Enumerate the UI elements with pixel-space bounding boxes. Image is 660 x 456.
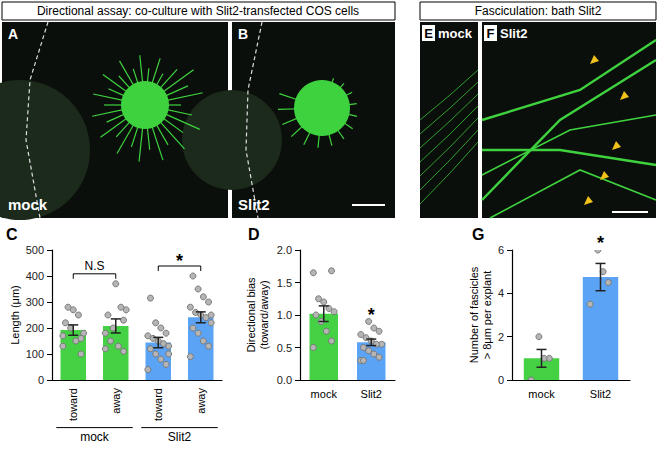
svg-text:Slit2: Slit2 [361,388,382,400]
svg-text:*: * [368,305,375,325]
svg-text:4: 4 [498,287,504,299]
svg-text:0: 0 [38,374,44,386]
svg-text:N.S: N.S [84,259,104,273]
svg-text:D: D [248,226,260,243]
svg-text:(toward/away): (toward/away) [258,280,270,349]
svg-text:away: away [110,388,122,414]
svg-text:500: 500 [26,244,44,256]
svg-text:Fasciculation: bath Slit2: Fasciculation: bath Slit2 [475,4,602,18]
svg-text:*: * [176,251,183,271]
svg-text:Slit2: Slit2 [500,26,527,41]
svg-text:G: G [472,226,484,243]
svg-text:*: * [597,233,604,253]
svg-text:F: F [487,26,495,41]
svg-text:mock: mock [8,196,48,213]
svg-text:C: C [6,226,18,243]
svg-text:6: 6 [498,244,504,256]
svg-text:400: 400 [26,270,44,282]
svg-text:toward: toward [152,388,164,421]
svg-text:2.0: 2.0 [277,244,292,256]
svg-text:Slit2: Slit2 [590,388,611,400]
svg-text:B: B [238,26,248,42]
svg-text:Slit2: Slit2 [238,196,270,213]
svg-text:Length (μm): Length (μm) [9,285,21,345]
svg-text:A: A [8,26,18,42]
svg-text:1.5: 1.5 [277,277,292,289]
svg-text:Directional assay: co-culture: Directional assay: co-culture with Slit2… [37,4,359,18]
svg-text:> 8μm per explant: > 8μm per explant [481,271,493,360]
svg-text:100: 100 [26,348,44,360]
svg-text:0.5: 0.5 [277,342,292,354]
svg-text:0.0: 0.0 [277,374,292,386]
svg-text:toward: toward [67,388,79,421]
svg-text:mock: mock [80,430,110,444]
svg-text:away: away [195,388,207,414]
svg-text:1.0: 1.0 [277,309,292,321]
svg-text:0: 0 [498,374,504,386]
svg-text:300: 300 [26,296,44,308]
svg-text:E: E [424,26,433,41]
svg-text:Number of fascicles: Number of fascicles [468,266,480,363]
svg-text:mock: mock [438,26,473,41]
svg-text:mock: mock [528,388,555,400]
svg-text:200: 200 [26,322,44,334]
svg-text:Directional bias: Directional bias [245,277,257,353]
svg-text:mock: mock [311,388,338,400]
svg-text:2: 2 [498,331,504,343]
svg-text:Slit2: Slit2 [168,430,192,444]
